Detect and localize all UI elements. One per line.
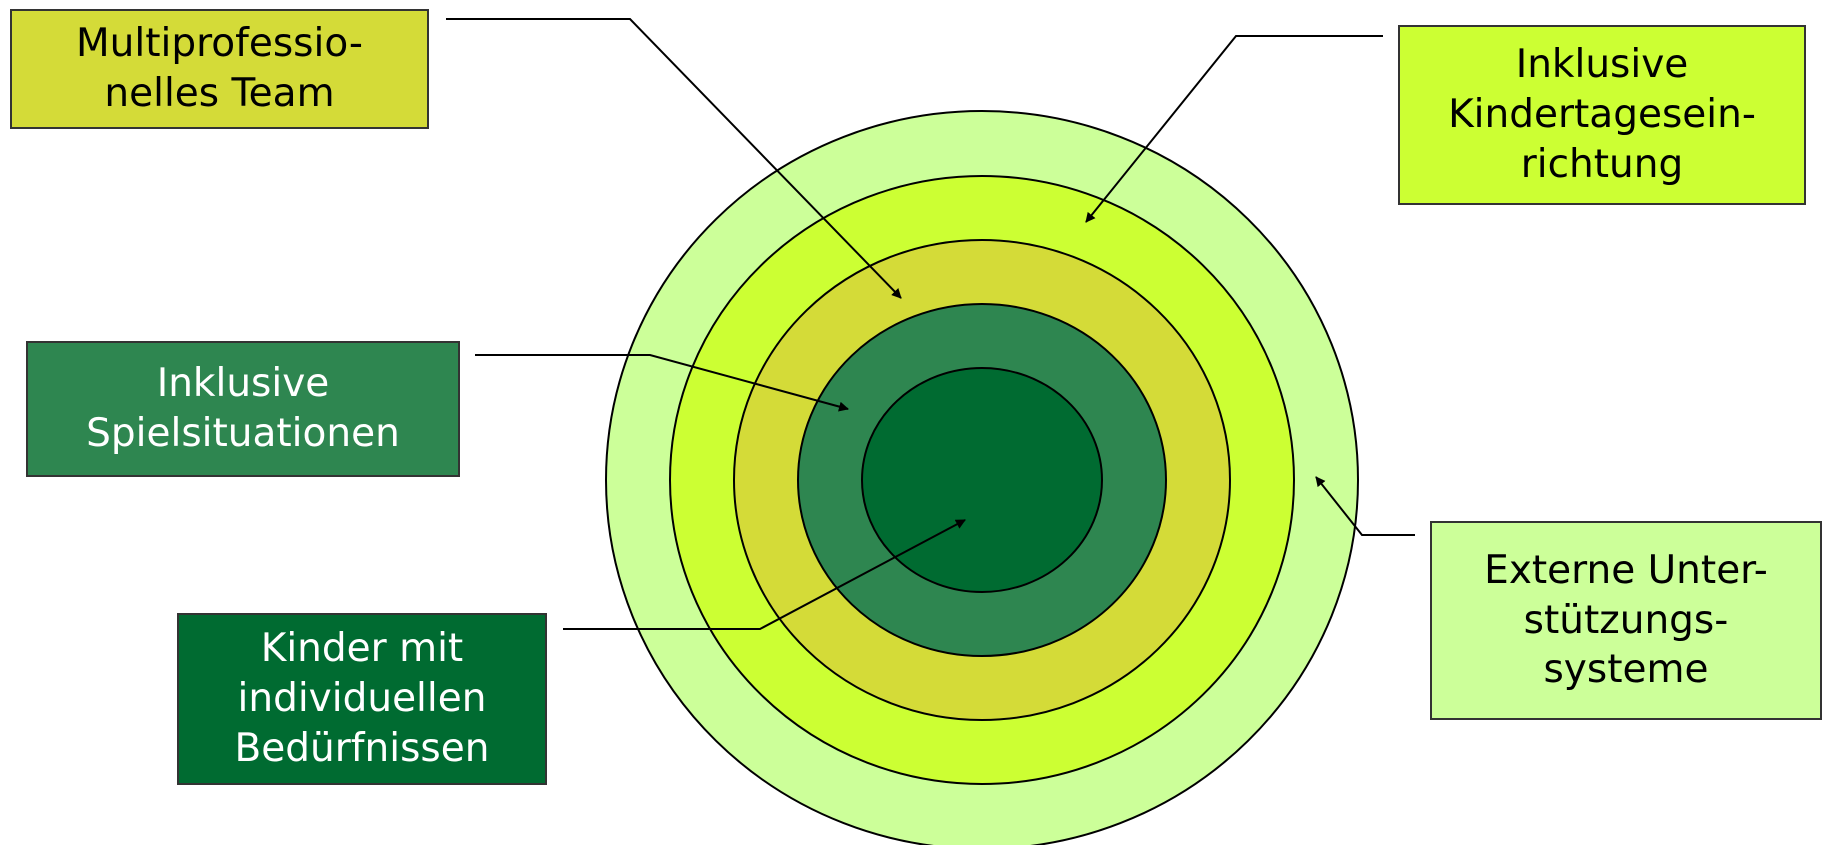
connector-externe-unterstuetzungssysteme [1315,476,1415,536]
core-kinder-mit-individuellen-beduerfnissen [861,367,1103,593]
label-kinder-mit-individuellen-beduerfnissen: Kinder mit individuellen Bedürfnissen [177,613,547,785]
label-externe-unterstuetzungssysteme: Externe Unter- stützungs- systeme [1430,521,1822,720]
label-inklusive-spielsituationen: Inklusive Spielsituationen [26,341,460,477]
connector-kinder [563,519,966,630]
label-inklusive-kindertageseinrichtung: Inklusive Kindertagesein- richtung [1398,25,1806,205]
connector-inklusive-spielsituationen [475,354,849,412]
label-multiprofessionelles-team: Multiprofessio- nelles Team [10,9,429,129]
connector-multiprofessionelles-team [446,18,902,299]
connector-inklusive-kindertageseinrichtung [1085,35,1383,223]
